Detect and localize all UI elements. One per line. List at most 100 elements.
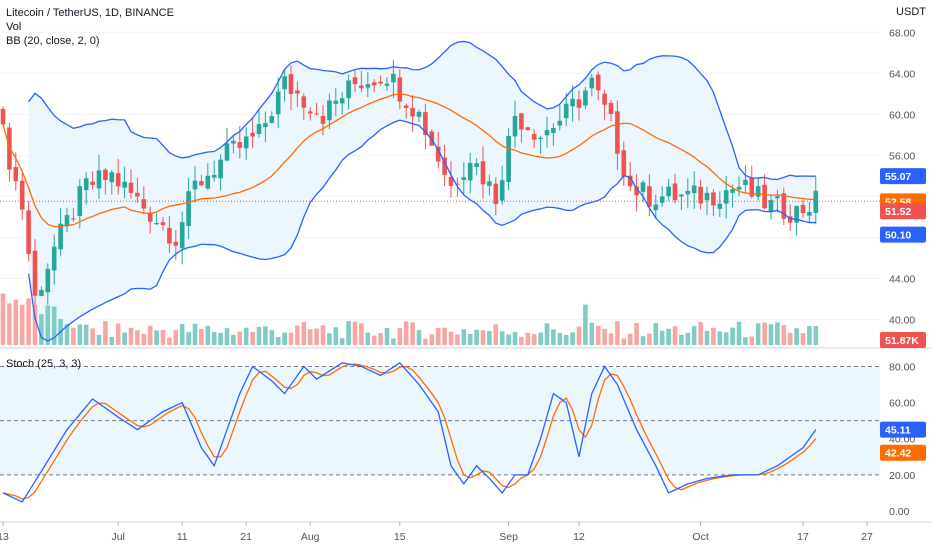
vol-label[interactable]: Vol bbox=[6, 21, 22, 33]
candle-body bbox=[179, 222, 185, 249]
volume-bar bbox=[717, 331, 723, 345]
candle-body bbox=[416, 111, 422, 117]
volume-bar bbox=[487, 330, 492, 345]
volume-bar bbox=[275, 336, 281, 345]
candle-body bbox=[26, 210, 31, 254]
volume-bar bbox=[595, 325, 601, 345]
volume-bar bbox=[448, 331, 454, 345]
volume-bar bbox=[269, 330, 275, 345]
candle-body bbox=[602, 93, 607, 105]
candle-body bbox=[781, 193, 787, 219]
volume-bar bbox=[743, 337, 748, 345]
volume-bar bbox=[666, 328, 671, 345]
volume-bar bbox=[391, 338, 396, 345]
candle-body bbox=[666, 186, 671, 197]
candle-body bbox=[378, 81, 383, 84]
candle-body bbox=[403, 105, 409, 109]
volume-bar bbox=[39, 314, 44, 345]
candle-body bbox=[39, 289, 44, 296]
candle-body bbox=[199, 181, 204, 186]
volume-bar bbox=[602, 328, 607, 345]
candle-body bbox=[333, 100, 339, 104]
candle-body bbox=[435, 146, 441, 162]
volume-bar bbox=[480, 330, 486, 345]
candle-body bbox=[685, 190, 691, 195]
stoch-label[interactable]: Stoch (25, 3, 3) bbox=[6, 358, 82, 370]
volume-bar bbox=[403, 321, 409, 345]
volume-bar bbox=[647, 333, 652, 345]
volume-bar bbox=[26, 298, 31, 345]
candle-body bbox=[659, 196, 665, 203]
volume-bar bbox=[531, 334, 537, 345]
candle-body bbox=[160, 222, 166, 226]
candle-body bbox=[448, 176, 454, 186]
candle-body bbox=[589, 77, 595, 89]
volume-bar bbox=[423, 338, 428, 345]
candle-body bbox=[743, 179, 748, 186]
candle-body bbox=[192, 180, 198, 190]
candle-body bbox=[544, 130, 550, 136]
volume-bar bbox=[199, 328, 204, 345]
candle-body bbox=[627, 175, 633, 187]
date-tick-label: Sep bbox=[499, 531, 518, 543]
volume-bar bbox=[455, 334, 460, 345]
volume-bar bbox=[704, 330, 710, 345]
candle-body bbox=[263, 123, 268, 128]
volume-bar bbox=[570, 332, 575, 345]
candle-body bbox=[167, 227, 172, 244]
volume-bar bbox=[7, 303, 12, 345]
volume-bar bbox=[551, 329, 556, 345]
candle-body bbox=[698, 186, 703, 204]
bb-label[interactable]: BB (20, close, 2, 0) bbox=[6, 35, 100, 47]
candle-body bbox=[397, 77, 403, 102]
candle-body bbox=[122, 181, 127, 188]
date-tick-label: Jul bbox=[111, 531, 124, 543]
candle-body bbox=[749, 177, 755, 197]
candle-body bbox=[467, 162, 473, 181]
volume-bar bbox=[615, 321, 620, 345]
volume-bar bbox=[384, 327, 390, 345]
volume-bar bbox=[237, 331, 243, 345]
candle-body bbox=[755, 186, 761, 197]
volume-bar bbox=[499, 331, 505, 345]
volume-bar bbox=[314, 328, 319, 345]
candle-body bbox=[288, 74, 294, 94]
last-price-badge-text: 51.52 bbox=[885, 206, 911, 218]
candle-body bbox=[237, 142, 243, 148]
volume-bar bbox=[115, 323, 121, 345]
candle-body bbox=[141, 199, 147, 209]
symbol-title[interactable]: Litecoin / TetherUS, 1D, BINANCE bbox=[6, 7, 174, 19]
volume-bar bbox=[231, 334, 236, 345]
candle-body bbox=[218, 159, 223, 179]
volume-bar bbox=[109, 336, 115, 345]
date-tick-label: 15 bbox=[394, 531, 406, 543]
candle-body bbox=[762, 184, 767, 209]
volume-bar bbox=[781, 324, 787, 345]
candle-body bbox=[775, 196, 780, 199]
candle-body bbox=[250, 132, 255, 137]
volume-bar bbox=[352, 321, 358, 345]
candle-body bbox=[531, 133, 537, 140]
candle-body bbox=[103, 169, 108, 180]
candle-body bbox=[205, 175, 211, 189]
volume-bar bbox=[679, 334, 684, 345]
price-tick-label: 44.00 bbox=[889, 273, 915, 285]
candle-body bbox=[723, 190, 729, 204]
candle-body bbox=[13, 167, 19, 182]
candle-body bbox=[499, 180, 505, 201]
volume-bar bbox=[141, 333, 147, 345]
volume-bar bbox=[467, 333, 473, 345]
candle-body bbox=[512, 115, 518, 137]
volume-bar bbox=[179, 323, 185, 345]
volume-bar bbox=[474, 329, 479, 345]
stoch-d-badge-text: 42.42 bbox=[885, 448, 911, 460]
candle-body bbox=[211, 174, 217, 178]
candle-body bbox=[551, 128, 556, 133]
volume-bar bbox=[90, 328, 95, 345]
volume-bar bbox=[787, 332, 793, 345]
stoch-k-badge-text: 45.11 bbox=[885, 425, 911, 437]
candle-body bbox=[691, 185, 697, 194]
volume-bar bbox=[627, 333, 633, 345]
volume-bar bbox=[768, 324, 774, 345]
